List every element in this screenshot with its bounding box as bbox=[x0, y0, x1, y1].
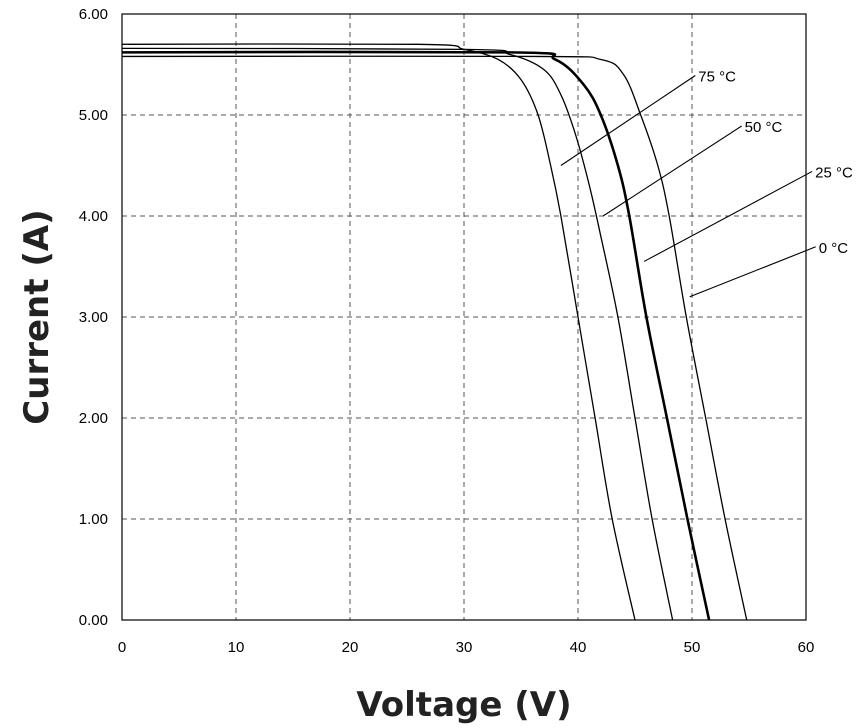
x-tick-label-0: 0 bbox=[118, 639, 126, 656]
series-line-0 bbox=[121, 43, 636, 621]
curve-annotations: 75 °C 50 °C 25 °C 0 °C bbox=[560, 69, 853, 298]
y-axis-ticks: 0.00 1.00 2.00 3.00 4.00 5.00 6.00 bbox=[79, 6, 108, 629]
annotation-leader-3 bbox=[689, 246, 816, 298]
annotation-leader-1 bbox=[602, 125, 742, 217]
x-tick-label-5: 50 bbox=[684, 639, 701, 656]
annotation-label-0: 75 °C bbox=[698, 69, 736, 86]
x-tick-label-1: 10 bbox=[228, 639, 245, 656]
plot-frame bbox=[121, 13, 807, 621]
x-tick-label-6: 60 bbox=[798, 639, 815, 656]
annotation-leader-0 bbox=[560, 75, 696, 166]
x-tick-label-3: 30 bbox=[456, 639, 473, 656]
annotation-leader-2 bbox=[643, 170, 813, 262]
series-line-2 bbox=[121, 50, 711, 621]
y-tick-label-3: 3.00 bbox=[79, 309, 108, 326]
y-tick-label-2: 2.00 bbox=[79, 410, 108, 427]
annotation-label-3: 0 °C bbox=[819, 240, 849, 257]
y-tick-label-5: 5.00 bbox=[79, 107, 108, 124]
x-axis-title: Voltage (V) bbox=[356, 685, 571, 725]
x-tick-label-2: 20 bbox=[342, 639, 359, 656]
y-axis-title: Current (A) bbox=[17, 209, 57, 424]
x-axis-ticks: 0 10 20 30 40 50 60 bbox=[118, 639, 815, 656]
series-lines bbox=[121, 43, 748, 621]
x-tick-label-4: 40 bbox=[570, 639, 587, 656]
annotation-label-1: 50 °C bbox=[745, 119, 783, 136]
y-tick-label-1: 1.00 bbox=[79, 511, 108, 528]
y-tick-label-0: 0.00 bbox=[79, 612, 108, 629]
series-line-1 bbox=[121, 47, 674, 621]
series-line-3 bbox=[121, 55, 748, 621]
y-tick-label-6: 6.00 bbox=[79, 6, 108, 23]
grid-lines bbox=[122, 14, 806, 620]
y-tick-label-4: 4.00 bbox=[79, 208, 108, 225]
annotation-label-2: 25 °C bbox=[815, 164, 853, 181]
